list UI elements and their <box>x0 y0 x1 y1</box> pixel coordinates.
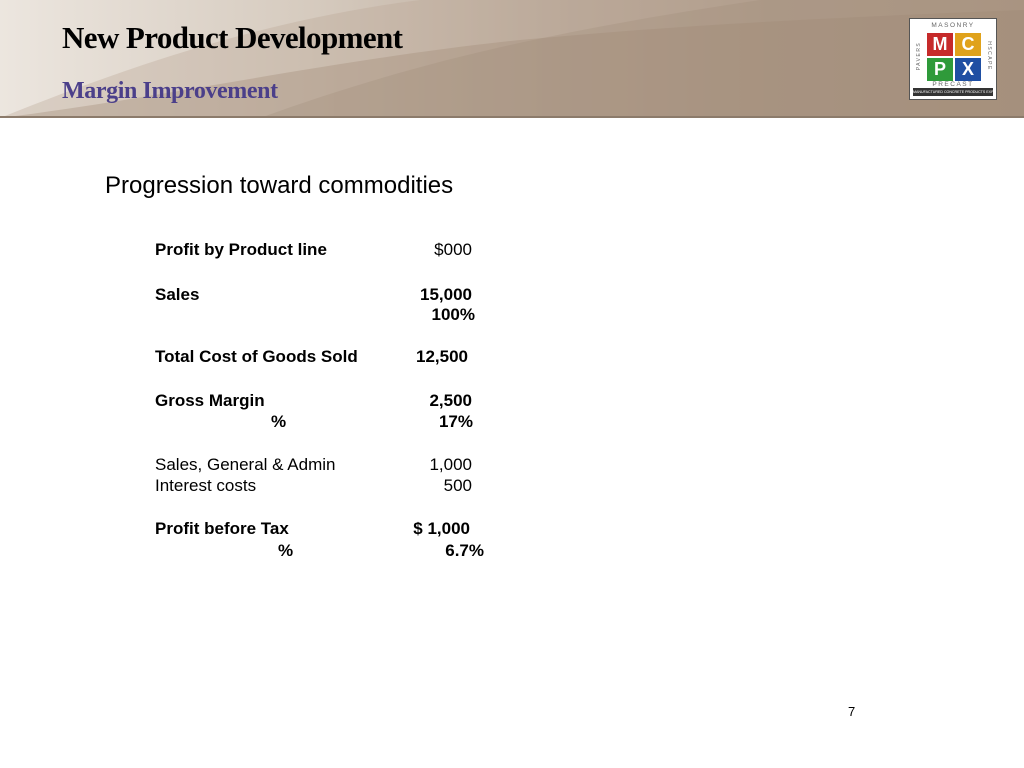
row-label: Sales, General & Admin <box>155 455 336 474</box>
row-label: Gross Margin <box>155 391 265 410</box>
mcpx-logo: MASONRY PAVERS HSCAPE M C P X PRECAST MA… <box>909 18 997 100</box>
logo-strip: MANUFACTURED CONCRETE PRODUCTS EXPO <box>913 88 993 96</box>
row-value: $000 <box>434 240 472 259</box>
row-label: Total Cost of Goods Sold <box>155 347 358 366</box>
row-value: 500 <box>443 476 472 495</box>
slide-title: New Product Development <box>62 20 403 55</box>
row-value: 12,500 <box>416 347 468 366</box>
row-value: 6.7% <box>445 541 484 560</box>
row-label: Interest costs <box>155 476 257 495</box>
row-profit-by-product-line: Profit by Product line $000 <box>155 239 495 261</box>
slide-header <box>0 0 1024 118</box>
row-value: 15,000 <box>420 285 472 304</box>
row-label: % <box>271 412 287 431</box>
row-value: 2,500 <box>429 391 472 410</box>
logo-top-text: MASONRY <box>931 22 975 29</box>
row-value: 17% <box>438 412 473 431</box>
slide-subtitle: Margin Improvement <box>62 78 278 104</box>
row-profit-before-tax: Profit before Tax $ 1,000 <box>155 518 495 540</box>
header-wave-decoration <box>0 0 1024 118</box>
content-heading: Progression toward commodities <box>105 172 454 199</box>
row-sales: Sales 15,000 <box>155 284 495 306</box>
row-sales-percent: 100% <box>155 304 495 326</box>
row-sales-general-admin: Sales, General & Admin 1,000 <box>155 454 495 476</box>
row-total-cost-of-goods-sold: Total Cost of Goods Sold 12,500 <box>155 346 495 368</box>
row-label: Profit by Product line <box>155 240 327 259</box>
logo-letter-x: X <box>955 58 981 81</box>
row-interest-costs: Interest costs 500 <box>155 475 495 497</box>
logo-letter-c: C <box>955 33 981 56</box>
logo-bottom-text: PRECAST <box>932 81 974 88</box>
row-profit-percent: % 6.7% <box>155 540 495 562</box>
logo-letter-m: M <box>927 33 953 56</box>
row-label: Sales <box>155 285 200 304</box>
row-value: 100% <box>431 305 475 324</box>
row-label: Profit before Tax <box>155 519 289 538</box>
row-gross-margin-percent: % 17% <box>155 411 495 433</box>
logo-letter-p: P <box>927 58 953 81</box>
header-rule <box>0 116 1024 118</box>
logo-letter-grid: M C P X <box>927 33 981 81</box>
row-value: 1,000 <box>429 455 472 474</box>
row-label: % <box>278 541 294 560</box>
page-number: 7 <box>848 704 856 719</box>
row-gross-margin: Gross Margin 2,500 <box>155 390 495 412</box>
row-value: $ 1,000 <box>413 519 470 538</box>
